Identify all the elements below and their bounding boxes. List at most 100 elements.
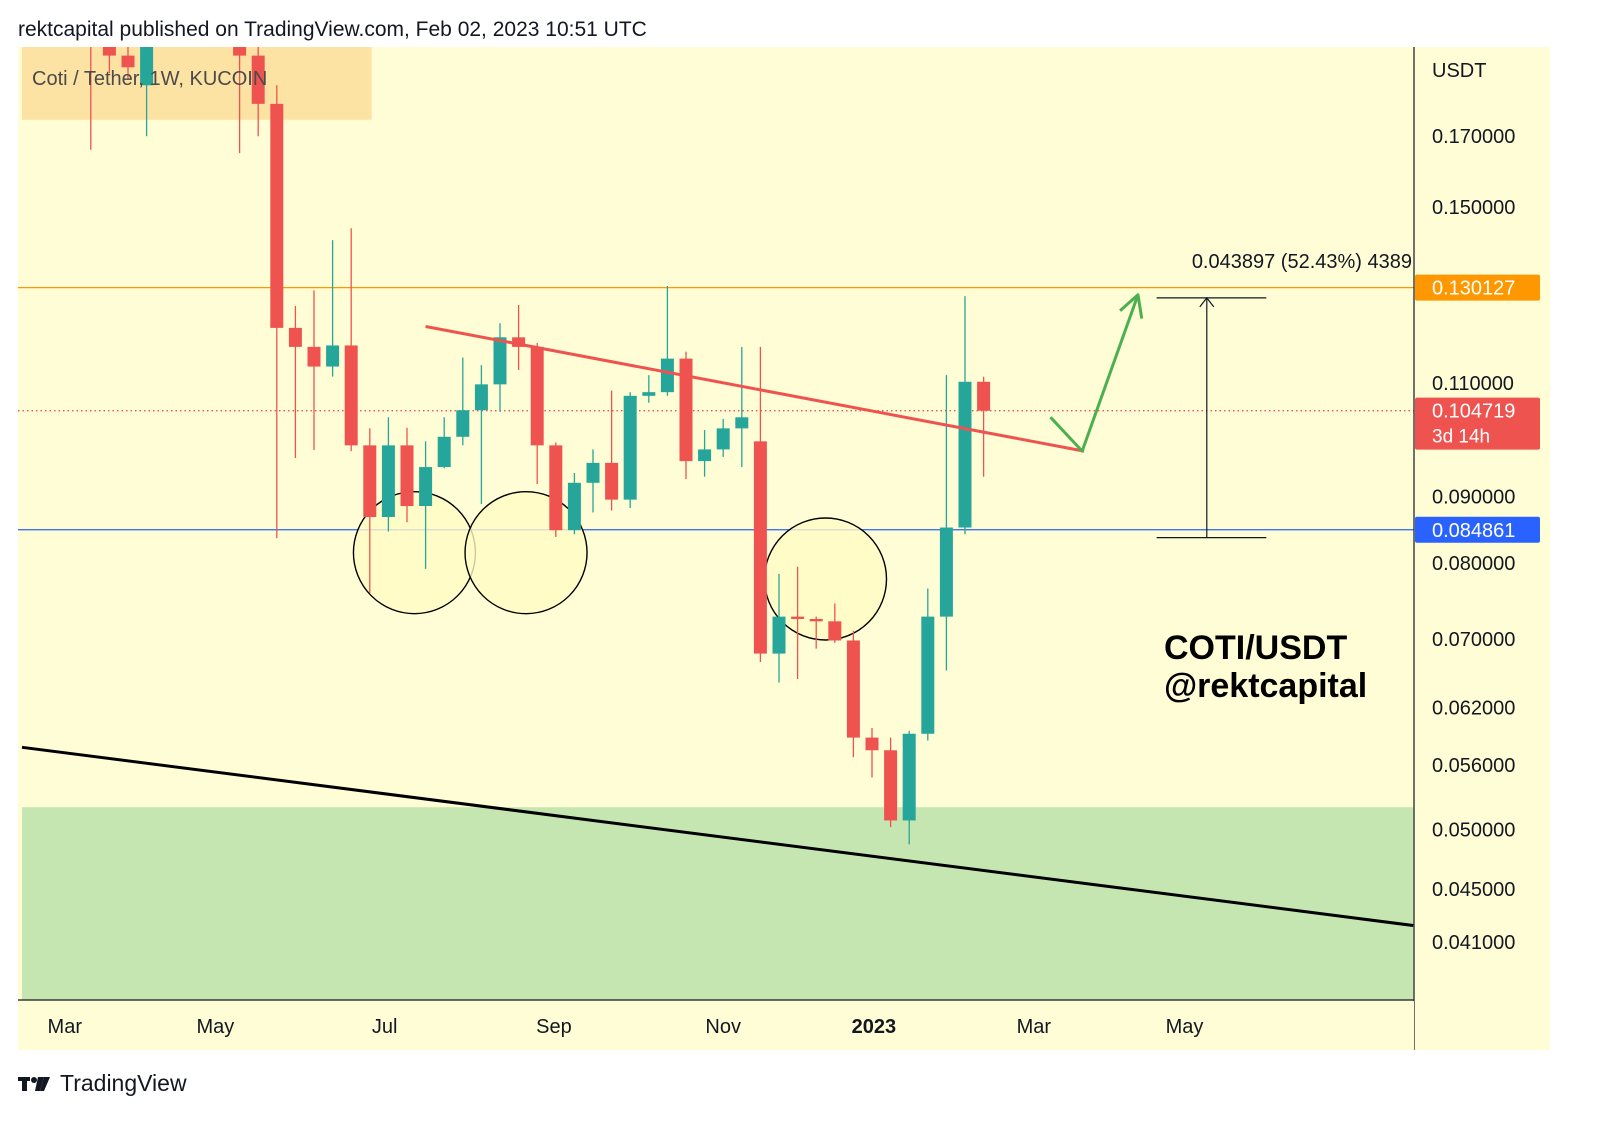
- candle-body: [530, 346, 544, 446]
- price-tag-countdown: 3d 14h: [1432, 427, 1490, 448]
- candle-22: [549, 442, 563, 537]
- time-tick-label: Sep: [536, 1016, 572, 1038]
- candle-29: [679, 351, 693, 480]
- candle-16: [437, 417, 451, 469]
- candle-35: [791, 566, 805, 680]
- candle-5: [233, 47, 247, 154]
- time-tick-label: Jul: [372, 1016, 398, 1038]
- currency-label: USDT: [1432, 60, 1486, 82]
- candle-13: [381, 417, 395, 532]
- candle-body: [400, 445, 414, 507]
- candle-6: [251, 47, 265, 137]
- price-tick-label: 0.090000: [1432, 486, 1515, 508]
- price-tick-label: 0.070000: [1432, 629, 1515, 651]
- price-tick-label: 0.041000: [1432, 932, 1515, 954]
- candle-body: [419, 467, 433, 507]
- candle-body: [363, 445, 377, 517]
- candle-17: [456, 357, 470, 446]
- candle-37: [828, 603, 842, 643]
- tradingview-logo-icon: [18, 1075, 52, 1093]
- time-axis-background: [18, 1001, 1414, 1050]
- candle-34: [772, 573, 786, 683]
- time-tick-label: May: [1166, 1016, 1204, 1038]
- candle-body: [884, 750, 898, 821]
- candle-12: [363, 428, 377, 594]
- candle-body: [233, 47, 247, 56]
- candle-21: [530, 343, 544, 485]
- candle-30: [698, 430, 712, 477]
- candle-body: [660, 358, 674, 393]
- price-tag-box: [1415, 516, 1540, 543]
- candle-body: [549, 445, 563, 531]
- candlestick-chart: 0.043897 (52.43%) 4389 Coti / Tether, 1W,…: [18, 47, 1550, 1050]
- candle-body: [846, 640, 860, 738]
- time-tick-label: Mar: [1017, 1016, 1052, 1038]
- candle-body: [679, 358, 693, 462]
- projection-arrow-head: [1119, 293, 1144, 319]
- chart-frame: 0.043897 (52.43%) 4389 Coti / Tether, 1W,…: [18, 47, 1550, 1050]
- candle-41: [902, 730, 916, 845]
- price-tag-value: 0.130127: [1432, 278, 1515, 300]
- candle-10: [326, 240, 340, 377]
- candle-body: [270, 103, 284, 328]
- candle-body: [698, 449, 712, 462]
- candle-9: [307, 290, 321, 450]
- candle-42: [921, 588, 935, 741]
- long-term-diagonal-line: [21, 745, 1414, 927]
- candle-body: [902, 733, 916, 821]
- candle-38: [846, 630, 860, 758]
- price-tag-box: [1415, 397, 1540, 450]
- candle-20: [512, 304, 526, 371]
- candle-28: [660, 286, 674, 396]
- candle-body: [958, 381, 972, 528]
- descending-resistance-line: [425, 325, 1085, 453]
- candle-15: [419, 441, 433, 569]
- candle-44: [958, 296, 972, 535]
- candle-body: [437, 436, 451, 468]
- candle-body: [791, 616, 805, 619]
- candle-body: [939, 527, 953, 617]
- candle-body: [828, 621, 842, 641]
- candle-body: [772, 616, 786, 654]
- candle-body: [251, 55, 265, 104]
- candle-body: [344, 345, 358, 446]
- candle-body: [586, 462, 600, 483]
- price-tick-label: 0.062000: [1432, 698, 1515, 720]
- candle-body: [567, 482, 581, 531]
- candle-33: [753, 346, 767, 662]
- candle-body: [307, 346, 321, 367]
- price-tick-label: 0.056000: [1432, 755, 1515, 777]
- price-tag-value: 0.104719: [1432, 401, 1515, 423]
- price-tick-label: 0.170000: [1432, 126, 1515, 148]
- candle-body: [456, 410, 470, 437]
- candle-24: [586, 449, 600, 513]
- time-tick-label: 2023: [852, 1016, 897, 1038]
- candle-14: [400, 427, 414, 523]
- price-tick-label: 0.150000: [1432, 197, 1515, 219]
- plot-area: [18, 47, 1414, 1000]
- candle-body: [326, 345, 340, 367]
- tradingview-brand: TradingView: [60, 1070, 187, 1096]
- candle-40: [884, 737, 898, 828]
- time-tick-label: Mar: [48, 1016, 83, 1038]
- candle-body: [381, 445, 395, 517]
- price-tick-label: 0.110000: [1432, 373, 1514, 395]
- candle-4: [140, 47, 154, 137]
- candle-body: [642, 392, 656, 396]
- support-zone: [21, 807, 1414, 1000]
- candle-18: [474, 365, 488, 505]
- top-zone: [21, 47, 372, 120]
- candle-1: [90, 47, 92, 150]
- candle-3: [121, 47, 135, 80]
- price-tick-label: 0.045000: [1432, 879, 1515, 901]
- candle-26: [623, 392, 637, 508]
- candle-25: [605, 390, 619, 511]
- candle-body: [493, 337, 507, 385]
- time-tick-label: May: [197, 1016, 235, 1038]
- measure-arrow-head: [1199, 296, 1215, 308]
- candle-23: [567, 473, 581, 535]
- candle-45: [977, 376, 991, 477]
- watermark-line-2: @rektcapital: [1164, 667, 1367, 705]
- candle-body: [474, 384, 488, 411]
- candle-11: [344, 228, 358, 452]
